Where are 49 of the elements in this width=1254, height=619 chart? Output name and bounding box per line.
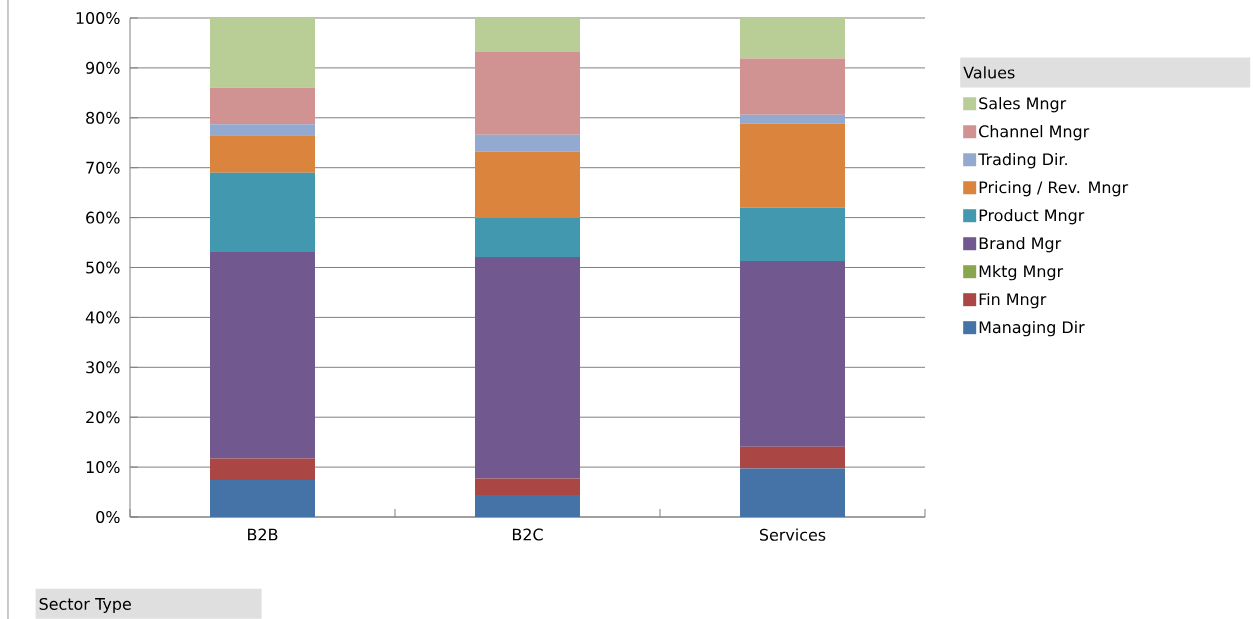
y-tick-label: 70% [86, 161, 120, 174]
bar [475, 478, 580, 496]
y-tick-label: 60% [86, 211, 120, 224]
y-tick-label: 100% [76, 11, 120, 25]
bar [475, 17, 580, 52]
bar [210, 135, 315, 173]
y-tick-label: 20% [86, 411, 120, 424]
bar [210, 252, 315, 459]
bar [210, 87, 315, 125]
bar [740, 114, 846, 124]
y-tick-label: 30% [86, 361, 120, 374]
bar [740, 123, 846, 208]
bar [475, 218, 580, 258]
y-tick-label: 40% [85, 311, 120, 324]
legend-label: Managing Dir [979, 320, 1085, 337]
legend-label: Sales Mngr [979, 97, 1067, 113]
y-tick-label: 10% [86, 461, 120, 474]
legend-title: Values [963, 66, 1015, 79]
legend-label: Product Mngr [979, 208, 1085, 225]
legend-label: Pricing / Rev. Mngr [979, 180, 1129, 197]
y-tick-label: 90% [86, 61, 120, 74]
bar [210, 17, 315, 88]
legend-label: Fin Mngr [979, 292, 1047, 309]
bar [475, 151, 580, 219]
legend-label: Channel Mngr [979, 125, 1090, 141]
y-tick-label: 50% [86, 261, 120, 274]
bar [475, 495, 580, 517]
bar [210, 458, 315, 481]
x-axis-title: Sector Type [39, 597, 131, 614]
y-tick-label: 0% [96, 510, 120, 524]
bar [475, 51, 580, 135]
x-tick-label: B2C [512, 528, 543, 541]
bar [740, 261, 846, 447]
bar [210, 172, 315, 253]
bar [740, 17, 846, 59]
bar [210, 124, 315, 136]
legend-label: Mktg Mngr [979, 264, 1064, 281]
bar [740, 468, 846, 517]
bar [740, 58, 846, 115]
legend-label: Brand Mgr [979, 236, 1062, 253]
legend-label: Trading Dir. [978, 153, 1067, 169]
bar [475, 134, 580, 152]
x-tick-label: B2B [248, 528, 278, 541]
bar [740, 207, 846, 262]
x-tick-label: Services [759, 528, 826, 541]
bar [210, 480, 315, 517]
bar [475, 257, 580, 479]
bar [740, 446, 846, 469]
y-tick-label: 80% [86, 111, 120, 124]
